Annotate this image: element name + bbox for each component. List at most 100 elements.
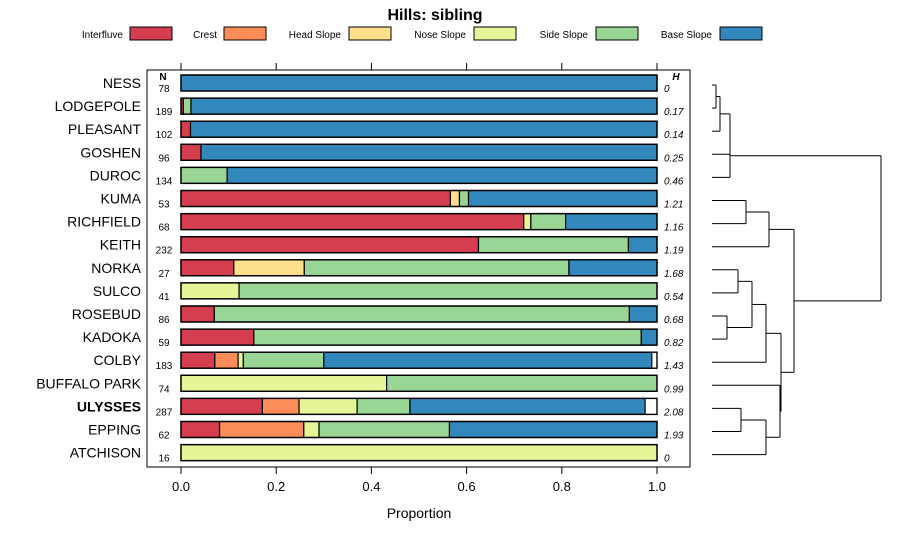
bar-segment — [180, 397, 263, 415]
bar-outline — [180, 443, 658, 462]
category-label: KEITH — [100, 237, 141, 253]
n-value: 74 — [158, 384, 170, 395]
bar-outline — [180, 189, 658, 208]
n-value: 232 — [156, 246, 173, 257]
h-value: 1.21 — [664, 200, 683, 211]
bar-segment — [628, 305, 658, 323]
x-tick-label: 0.0 — [172, 479, 190, 494]
x-tick-label: 1.0 — [648, 479, 666, 494]
bar-outline — [180, 120, 658, 138]
x-tick-label: 0.6 — [458, 479, 476, 494]
legend-swatch — [129, 26, 173, 41]
h-value: 1.93 — [664, 431, 684, 442]
n-value: 27 — [158, 269, 170, 280]
category-label: NORKA — [91, 260, 141, 276]
legend-swatch — [473, 26, 517, 41]
x-tick-label: 0.2 — [267, 479, 285, 494]
n-header: N — [159, 72, 166, 83]
x-axis-label: Proportion — [387, 505, 452, 521]
bar-outline — [180, 235, 658, 254]
h-value: 0 — [664, 454, 670, 465]
h-header: H — [672, 72, 680, 83]
legend-label: Crest — [193, 30, 217, 41]
bar-segment — [218, 420, 305, 439]
legend-label: Nose Slope — [414, 30, 466, 41]
bar-outline — [180, 259, 658, 277]
bar-segment — [180, 166, 228, 184]
n-value: 96 — [158, 153, 170, 164]
bar-segment — [261, 397, 300, 415]
legend-label: Side Slope — [540, 30, 589, 41]
bar-outline — [180, 420, 658, 439]
legend-swatch — [223, 26, 267, 41]
h-value: 2.08 — [663, 407, 684, 418]
bar-segment — [233, 259, 305, 277]
legend-label: Base Slope — [661, 30, 713, 41]
legend-swatch — [348, 26, 392, 41]
h-value: 0.17 — [664, 107, 684, 118]
n-value: 41 — [158, 292, 170, 303]
bar-outline — [180, 374, 658, 392]
category-label: ROSEBUD — [72, 306, 141, 322]
bar-segment — [180, 282, 240, 300]
bar-segment — [180, 351, 216, 369]
bar-outline — [180, 351, 658, 369]
bar-outline — [180, 305, 658, 323]
n-value: 287 — [156, 407, 173, 418]
h-value: 0.99 — [664, 384, 684, 395]
bar-segment — [318, 420, 451, 439]
h-value: 1.68 — [664, 269, 684, 280]
bar-outline — [180, 97, 658, 115]
n-value: 86 — [158, 315, 170, 326]
bar-segment — [180, 120, 192, 138]
n-value: 59 — [158, 338, 170, 349]
n-value: 183 — [156, 361, 173, 372]
legend: Interfluve Crest Head Slope Nose Slope Side … — [82, 26, 763, 41]
bar-segment — [253, 328, 642, 346]
category-label: PLEASANT — [68, 121, 142, 137]
category-label: KUMA — [101, 191, 142, 207]
h-value: 0 — [664, 84, 670, 95]
legend-swatch — [595, 26, 639, 41]
bar-outline — [180, 328, 658, 346]
bar-segment — [477, 236, 630, 254]
bar-segment — [189, 120, 658, 138]
bar-segment — [238, 282, 658, 300]
category-label: EPPING — [88, 422, 141, 438]
x-tick-label: 0.8 — [553, 479, 571, 494]
bar-segment — [237, 351, 244, 369]
x-tick-label: 0.4 — [362, 479, 380, 494]
h-value: 0.82 — [664, 338, 684, 349]
dendrogram — [712, 84, 882, 456]
bar-segment — [386, 374, 658, 392]
bar-outline — [180, 397, 658, 416]
legend-label: Interfluve — [82, 30, 124, 41]
x-axis: 0.0 0.2 0.4 0.6 0.8 1.0 — [172, 63, 666, 494]
bar-segment — [523, 213, 532, 231]
category-label: GOSHEN — [80, 144, 141, 160]
plot-area: N H NESS 78 0 LODGEPOLE 189 0.17 PLEASANT 102 0.14… — [36, 72, 684, 465]
bar-segment — [458, 189, 470, 208]
bar-outline — [180, 74, 658, 92]
n-value: 16 — [158, 454, 170, 465]
category-label: RICHFIELD — [67, 214, 141, 230]
bar-segment — [180, 328, 255, 346]
category-label: COLBY — [94, 352, 142, 368]
bar-outline — [180, 282, 658, 300]
bar-segment — [180, 305, 215, 323]
bar-segment — [180, 259, 235, 277]
bar-segment — [226, 166, 658, 184]
bar-outline — [180, 166, 658, 185]
bar-segment — [180, 374, 388, 392]
bar-segment — [565, 213, 658, 231]
h-value: 1.43 — [664, 361, 684, 372]
bar-segment — [530, 213, 567, 231]
h-value: 0.14 — [664, 130, 684, 141]
bar-segment — [467, 189, 658, 208]
h-value: 0.68 — [664, 315, 684, 326]
bar-segment — [180, 420, 221, 439]
h-value: 0.46 — [664, 176, 684, 187]
bar-segment — [190, 97, 658, 115]
h-value: 1.16 — [664, 223, 684, 234]
legend-label: Head Slope — [289, 30, 342, 41]
